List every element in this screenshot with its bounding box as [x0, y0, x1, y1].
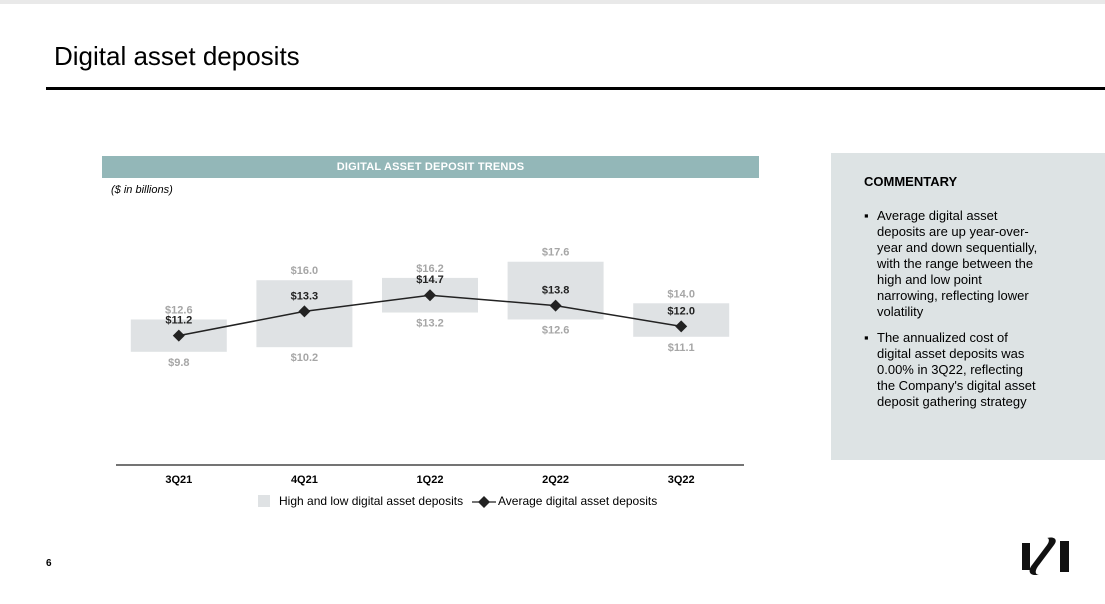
- x-tick-label: 3Q22: [668, 474, 695, 486]
- commentary-bullet: ▪ Average digital asset deposits are up …: [864, 208, 1044, 320]
- commentary-title: COMMENTARY: [864, 174, 958, 189]
- average-value-label: $14.7: [416, 274, 444, 286]
- low-value-label: $12.6: [542, 324, 570, 336]
- x-tick-label: 3Q21: [165, 474, 192, 486]
- x-tick-label: 2Q22: [542, 474, 569, 486]
- units-note: ($ in billions): [111, 184, 173, 196]
- x-tick-label: 1Q22: [417, 474, 444, 486]
- commentary-panel: COMMENTARY ▪ Average digital asset depos…: [831, 153, 1105, 460]
- average-point: [424, 289, 436, 302]
- average-point: [172, 329, 185, 342]
- legend-range-label: High and low digital asset deposits: [279, 494, 464, 508]
- top-band: [0, 0, 1105, 4]
- commentary-list: ▪ Average digital asset deposits are up …: [864, 208, 1044, 420]
- high-value-label: $16.0: [291, 265, 319, 277]
- low-value-label: $9.8: [168, 357, 189, 369]
- average-value-label: $12.0: [667, 305, 695, 317]
- low-value-label: $10.2: [291, 352, 319, 364]
- page-number: 6: [46, 558, 52, 569]
- x-tick-label: 4Q21: [291, 474, 318, 486]
- legend-average-label: Average digital asset deposits: [498, 494, 658, 508]
- high-value-label: $17.6: [542, 247, 570, 259]
- brand-logo-icon: [1022, 537, 1069, 575]
- page-title: Digital asset deposits: [54, 41, 300, 71]
- legend-range-swatch: [258, 495, 270, 507]
- bullet-icon: ▪: [864, 208, 869, 223]
- commentary-bullet-text: The annualized cost of digital asset dep…: [877, 330, 1036, 409]
- average-value-label: $13.3: [291, 290, 319, 302]
- high-value-label: $14.0: [667, 288, 695, 300]
- high-value-label: $16.2: [416, 263, 444, 275]
- bullet-icon: ▪: [864, 330, 869, 345]
- commentary-bullet-text: Average digital asset deposits are up ye…: [877, 208, 1038, 319]
- average-value-label: $11.2: [165, 315, 192, 327]
- average-value-label: $13.8: [542, 285, 570, 297]
- average-point: [675, 320, 688, 333]
- low-value-label: $13.2: [416, 318, 444, 330]
- average-point: [298, 305, 311, 318]
- commentary-bullet: ▪ The annualized cost of digital asset d…: [864, 330, 1044, 410]
- low-value-label: $11.1: [668, 342, 695, 354]
- title-divider: [46, 87, 1105, 90]
- legend-diamond-line-icon: [472, 496, 496, 508]
- average-point: [549, 299, 562, 312]
- chart-header: DIGITAL ASSET DEPOSIT TRENDS: [102, 156, 759, 178]
- high-value-label: $12.6: [165, 304, 193, 316]
